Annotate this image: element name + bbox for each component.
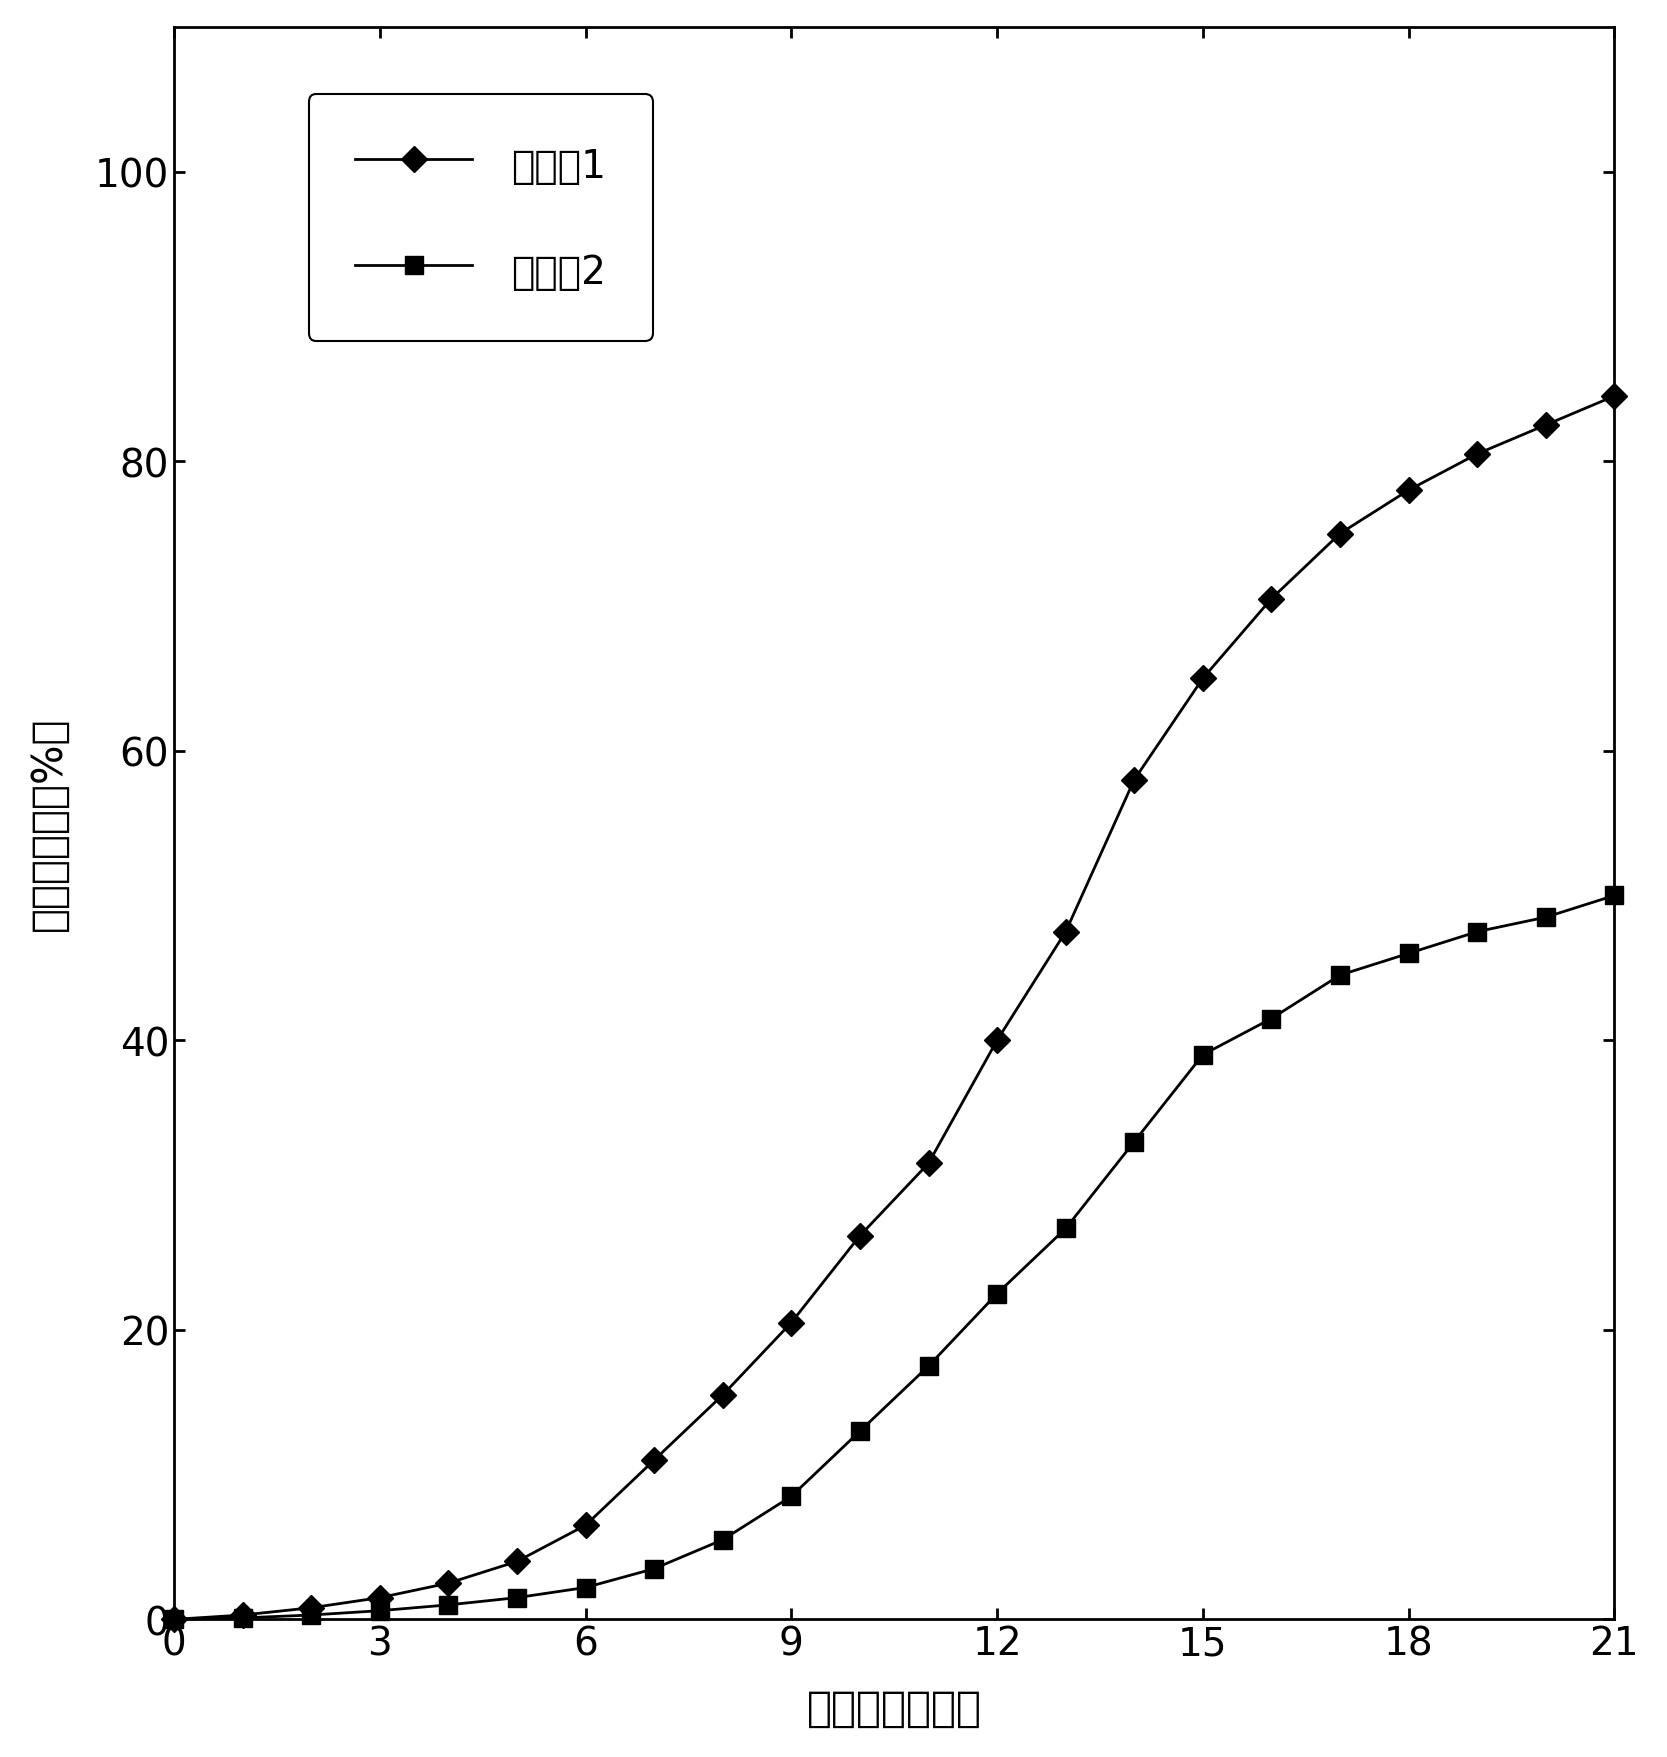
对比例2 — [370, 1601, 390, 1622]
Line: 对比例2: 对比例2 — [165, 887, 1624, 1629]
对比例1 — [1194, 668, 1214, 689]
对比例1 — [233, 1604, 253, 1625]
对比例1 — [302, 1597, 322, 1618]
对比例2 — [575, 1578, 595, 1599]
对比例1 — [643, 1450, 663, 1471]
对比例1 — [163, 1609, 183, 1630]
对比例1 — [1055, 922, 1075, 944]
对比例1 — [1262, 589, 1282, 610]
对比例2 — [1194, 1045, 1214, 1066]
对比例2 — [507, 1587, 527, 1608]
对比例1 — [1330, 524, 1350, 545]
对比例2 — [643, 1558, 663, 1580]
对比例2 — [919, 1356, 939, 1377]
对比例2 — [233, 1608, 253, 1629]
对比例1 — [919, 1153, 939, 1174]
对比例1 — [507, 1551, 527, 1573]
Line: 对比例1: 对比例1 — [165, 388, 1624, 1629]
对比例1 — [1604, 387, 1624, 408]
对比例2 — [1535, 907, 1555, 928]
对比例2 — [1467, 922, 1487, 944]
对比例1 — [370, 1587, 390, 1608]
对比例2 — [782, 1486, 802, 1508]
对比例2 — [1055, 1218, 1075, 1239]
对比例1 — [1399, 480, 1419, 501]
对比例1 — [438, 1573, 458, 1594]
对比例2 — [713, 1529, 733, 1550]
对比例2 — [1262, 1009, 1282, 1030]
对比例2 — [438, 1594, 458, 1615]
对比例1 — [575, 1515, 595, 1536]
X-axis label: 保温时间（天）: 保温时间（天） — [807, 1687, 982, 1729]
对比例2 — [1330, 965, 1350, 986]
对比例1 — [713, 1385, 733, 1406]
对比例1 — [1467, 445, 1487, 466]
对比例2 — [850, 1421, 870, 1442]
对比例1 — [850, 1225, 870, 1246]
对比例1 — [1124, 770, 1144, 791]
Y-axis label: 累积释放量（%）: 累积释放量（%） — [28, 717, 70, 931]
对比例2 — [163, 1609, 183, 1630]
对比例2 — [302, 1604, 322, 1625]
对比例2 — [1604, 886, 1624, 907]
对比例2 — [987, 1283, 1007, 1304]
对比例2 — [1124, 1132, 1144, 1153]
对比例1 — [782, 1312, 802, 1334]
Legend: 对比例1, 对比例2: 对比例1, 对比例2 — [308, 95, 652, 341]
对比例1 — [987, 1030, 1007, 1051]
对比例1 — [1535, 415, 1555, 436]
对比例2 — [1399, 944, 1419, 965]
